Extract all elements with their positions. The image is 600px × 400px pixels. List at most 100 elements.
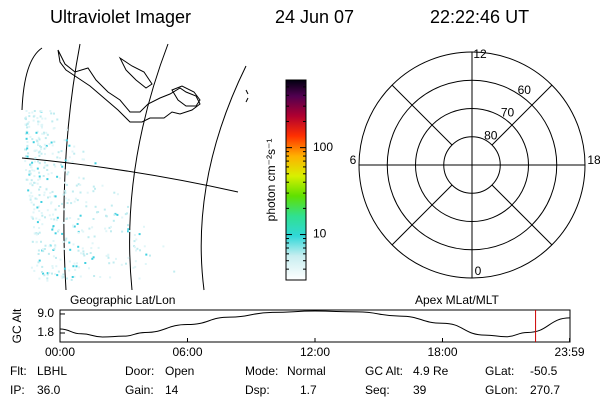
emission-pixel	[37, 178, 40, 181]
emission-pixel	[33, 175, 36, 178]
emission-pixel	[28, 125, 31, 128]
emission-pixel	[64, 159, 67, 162]
emission-pixel	[77, 218, 80, 221]
x-tick-label: 12:00	[300, 345, 330, 359]
emission-pixel	[43, 191, 46, 194]
emission-pixel	[86, 253, 89, 255]
emission-pixel	[88, 227, 91, 230]
emission-pixel	[27, 152, 30, 155]
emission-pixel	[39, 115, 42, 118]
y-tick-label: 9.0	[37, 306, 54, 320]
emission-pixel	[37, 232, 39, 235]
emission-pixel	[54, 165, 57, 168]
emission-pixel	[38, 177, 41, 180]
field-value: 14	[165, 383, 179, 397]
emission-pixel	[25, 137, 28, 140]
emission-pixel	[72, 225, 75, 228]
emission-pixel	[74, 197, 77, 200]
emission-pixel	[41, 265, 44, 268]
emission-pixel	[33, 226, 35, 229]
field-key: GLat:	[485, 364, 514, 378]
emission-pixel	[63, 139, 66, 142]
axis-line	[491, 184, 553, 246]
emission-pixel	[51, 272, 53, 275]
emission-pixel	[43, 143, 46, 146]
x-tick-label: 18:00	[427, 345, 457, 359]
emission-pixel	[38, 218, 41, 221]
field-key: Mode:	[245, 364, 278, 378]
lat-label: 60	[518, 83, 532, 97]
emission-pixel	[173, 270, 176, 273]
emission-pixel	[24, 132, 27, 135]
emission-pixel	[64, 197, 67, 200]
emission-pixel	[36, 117, 39, 120]
emission-pixel	[28, 115, 31, 118]
emission-pixel	[26, 131, 28, 134]
emission-pixel	[112, 219, 115, 222]
emission-pixel	[48, 245, 51, 248]
emission-pixel	[27, 121, 30, 124]
emission-pixel	[40, 146, 43, 148]
emission-pixel	[53, 218, 56, 221]
emission-pixel	[37, 143, 40, 145]
emission-pixel	[105, 230, 108, 233]
emission-pixel	[73, 200, 76, 203]
emission-pixel	[133, 245, 136, 248]
emission-pixel	[60, 163, 62, 166]
emission-pixel	[31, 138, 34, 141]
emission-pixel	[94, 187, 96, 190]
emission-pixel	[144, 263, 147, 265]
emission-pixel	[136, 247, 139, 250]
field-key: GC Alt:	[365, 364, 403, 378]
emission-pixel	[62, 221, 65, 224]
emission-pixel	[51, 120, 54, 123]
emission-pixel	[107, 254, 110, 257]
emission-pixel	[45, 131, 48, 134]
emission-pixel	[38, 150, 41, 153]
emission-pixel	[60, 275, 63, 278]
emission-pixel	[38, 188, 41, 191]
emission-pixel	[29, 166, 32, 169]
emission-pixel	[26, 147, 29, 150]
emission-pixel	[62, 276, 65, 279]
colorbar-tick-label: 100	[313, 140, 333, 154]
emission-pixel	[43, 274, 46, 277]
emission-pixel	[34, 157, 37, 160]
emission-pixel	[31, 195, 34, 198]
meridian	[21, 47, 43, 111]
coastline	[57, 49, 201, 123]
emission-pixel	[127, 228, 130, 231]
emission-pixel	[41, 126, 43, 129]
emission-pixel	[42, 248, 44, 251]
emission-pixel	[134, 260, 137, 263]
emission-pixel	[52, 226, 54, 229]
emission-pixel	[61, 202, 63, 205]
emission-pixel	[49, 195, 52, 198]
emission-pixel	[52, 127, 55, 130]
emission-pixel	[62, 273, 65, 276]
emission-pixel	[61, 232, 64, 235]
emission-pixel	[37, 249, 40, 252]
emission-pixel	[71, 160, 74, 163]
emission-pixel	[133, 234, 136, 236]
emission-pixel	[73, 262, 76, 265]
emission-pixel	[33, 232, 36, 235]
emission-pixel	[113, 213, 116, 216]
emission-pixel	[38, 227, 41, 229]
emission-pixel	[92, 185, 95, 188]
emission-pixel	[65, 218, 68, 220]
emission-pixel	[33, 110, 36, 112]
emission-pixel	[52, 240, 55, 242]
emission-pixel	[68, 144, 71, 147]
emission-pixel	[99, 276, 102, 278]
meridian	[63, 43, 81, 291]
emission-pixel	[31, 111, 34, 114]
emission-pixel	[73, 145, 76, 148]
emission-pixel	[54, 245, 57, 248]
emission-pixel	[50, 218, 53, 220]
emission-pixel	[91, 257, 94, 260]
emission-pixel	[38, 210, 41, 212]
map-panel	[21, 43, 249, 291]
emission-pixel	[62, 240, 65, 243]
emission-pixel	[53, 140, 56, 143]
